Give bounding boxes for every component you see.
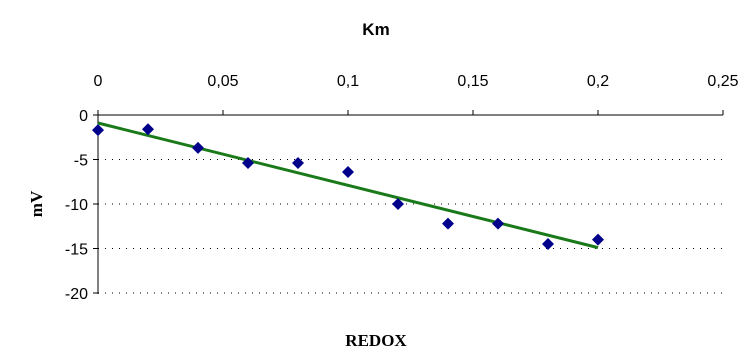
data-point — [192, 141, 204, 154]
bottom-title: REDOX — [345, 331, 407, 350]
y-tick-label: -20 — [65, 286, 88, 303]
data-point — [392, 198, 404, 210]
data-point — [542, 238, 554, 251]
data-point — [442, 217, 454, 230]
x-axis-title: Km — [362, 20, 390, 39]
x-tick-label: 0 — [94, 73, 103, 90]
data-point — [242, 157, 254, 170]
x-tick-label: 0,25 — [707, 73, 738, 90]
data-point — [292, 157, 304, 170]
trendline — [97, 121, 599, 250]
x-tick-label: 0,15 — [457, 73, 488, 90]
data-point — [592, 233, 604, 246]
y-tick-label: 0 — [79, 108, 88, 125]
y-axis-title: mV — [27, 190, 46, 217]
x-tick-label: 0,05 — [207, 73, 238, 90]
data-point — [492, 217, 504, 230]
data-point — [342, 165, 354, 178]
y-tick-label: -15 — [65, 242, 88, 259]
x-tick-label: 0,2 — [587, 73, 609, 90]
y-tick-label: -5 — [74, 153, 88, 170]
data-point — [142, 123, 154, 136]
data-point — [92, 124, 104, 137]
x-tick-label: 0,1 — [337, 73, 359, 90]
y-tick-label: -10 — [65, 197, 88, 214]
